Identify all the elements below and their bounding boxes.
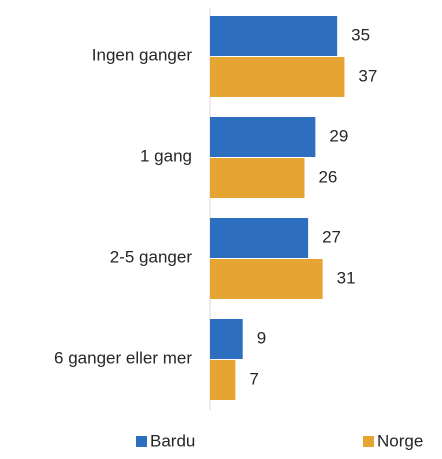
data-label: 26 [318, 167, 337, 186]
bar [210, 117, 316, 157]
legend-swatch [363, 436, 374, 447]
bar [210, 57, 345, 97]
y-tick-label: Ingen ganger [92, 45, 193, 64]
data-label: 35 [351, 25, 370, 44]
y-tick-label: 6 ganger eller mer [54, 348, 192, 367]
legend-label: Norge [377, 431, 423, 450]
data-label: 7 [249, 369, 258, 388]
bar [210, 319, 243, 359]
y-tick-label: 2-5 ganger [110, 247, 193, 266]
legend-swatch [136, 436, 147, 447]
bar [210, 259, 323, 299]
y-tick-label: 1 gang [140, 146, 192, 165]
bar [210, 360, 236, 400]
bar [210, 16, 338, 56]
legend-label: Bardu [150, 431, 195, 450]
data-label: 37 [358, 66, 377, 85]
bar [210, 218, 309, 258]
data-label: 9 [257, 328, 266, 347]
bar [210, 158, 305, 198]
data-label: 27 [322, 227, 341, 246]
data-label: 29 [329, 126, 348, 145]
data-label: 31 [337, 268, 356, 287]
